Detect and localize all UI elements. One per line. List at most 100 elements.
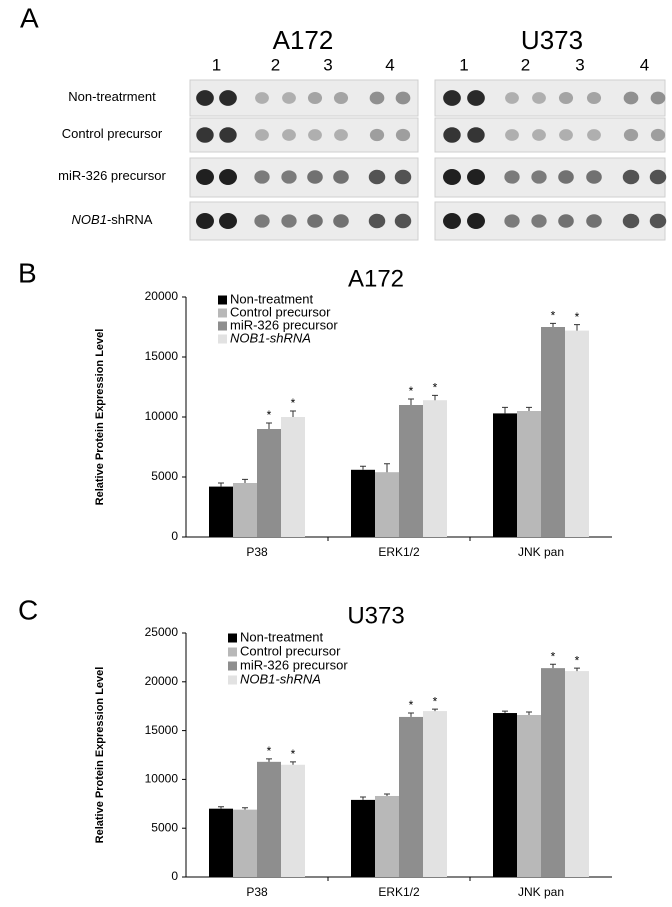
x-tick-label: ERK1/2 [378, 545, 420, 559]
blot-dot [333, 170, 349, 184]
blot-dot [443, 169, 461, 185]
blot-dot [586, 214, 602, 228]
y-tick-label: 20000 [145, 674, 179, 688]
error-bar [384, 463, 390, 473]
significance-mark: * [433, 694, 438, 708]
legend-label: Non-treatment [230, 291, 313, 306]
blot-dot [622, 213, 640, 229]
blot-dot [586, 91, 602, 105]
bar [541, 668, 565, 877]
significance-mark: * [267, 744, 272, 758]
bar [375, 795, 399, 877]
chart-title: U373 [347, 602, 404, 629]
significance-mark: * [575, 653, 580, 667]
blot-dot [622, 169, 640, 185]
error-bar [526, 406, 532, 411]
significance-mark: * [575, 310, 580, 324]
legend-swatch [228, 633, 237, 643]
blot-dot [307, 214, 323, 228]
blot-dot [623, 91, 639, 105]
bar [351, 469, 375, 537]
x-tick-label: JNK pan [518, 885, 564, 899]
blot-dot [369, 128, 385, 142]
lane-label: 4 [640, 55, 649, 74]
bar [423, 711, 447, 877]
row-label: Control precursor [62, 126, 163, 141]
significance-mark: * [291, 747, 296, 761]
bar [375, 472, 399, 537]
error-bar [290, 761, 296, 765]
error-bar [502, 406, 508, 414]
bar [517, 714, 541, 877]
error-bar [432, 708, 438, 712]
blot-dot [504, 170, 520, 184]
blot-dot [307, 91, 323, 105]
bar [257, 761, 281, 877]
blot-dot [281, 170, 297, 184]
error-bar [432, 394, 438, 401]
error-bar [574, 667, 580, 672]
blot-dot [443, 127, 461, 143]
blot-dot [443, 213, 461, 229]
error-bar [242, 478, 248, 483]
blot-dot [559, 129, 573, 141]
blot-dot [558, 170, 574, 184]
panel-label: B [18, 257, 37, 288]
blot-dot [219, 90, 237, 106]
significance-mark: * [291, 396, 296, 410]
error-bar [266, 422, 272, 429]
x-tick-label: ERK1/2 [378, 885, 420, 899]
legend-swatch [218, 334, 227, 344]
blot-dot [532, 92, 546, 104]
lane-label: 1 [459, 55, 468, 74]
legend-label: miR-326 precursor [230, 317, 338, 332]
legend-swatch [218, 308, 227, 318]
error-bar [266, 758, 272, 762]
bar [233, 483, 257, 537]
blot-dot [196, 213, 214, 229]
blot-dot [333, 91, 349, 105]
legend-label: NOB1-shRNA [230, 330, 311, 345]
error-bar [218, 482, 224, 487]
blot-dot [586, 170, 602, 184]
blot-dot [196, 169, 214, 185]
legend-swatch [228, 647, 237, 657]
blot-dot [649, 213, 667, 229]
legend-label: NOB1-shRNA [240, 671, 321, 686]
blot-dot [505, 129, 519, 141]
y-tick-label: 10000 [145, 409, 179, 423]
blot-dot [368, 213, 386, 229]
bar [493, 413, 517, 537]
legend-swatch [218, 295, 227, 305]
y-tick-label: 5000 [151, 820, 178, 834]
blot-dot [281, 214, 297, 228]
blot-dot [219, 127, 237, 143]
legend-label: miR-326 precursor [240, 657, 348, 672]
blot-dot [394, 169, 412, 185]
error-bar [290, 410, 296, 417]
error-bar [408, 712, 414, 717]
row-label-text: miR-326 precursor [58, 168, 166, 183]
bar [517, 411, 541, 537]
error-bar [408, 398, 414, 405]
blot-dot [308, 129, 322, 141]
cell-line: U373 [521, 25, 583, 55]
blot-dot [531, 214, 547, 228]
legend-swatch [228, 675, 237, 685]
blot-dot [196, 90, 214, 106]
y-tick-label: 20000 [145, 289, 179, 303]
blot-dot [282, 129, 296, 141]
x-tick-label: P38 [246, 885, 268, 899]
bar [565, 671, 589, 877]
bar [209, 486, 233, 537]
bar [493, 713, 517, 877]
blot-dot [649, 169, 667, 185]
blot-dot [587, 129, 601, 141]
blot-dot [254, 170, 270, 184]
blot-dot [368, 169, 386, 185]
blot-dot [219, 213, 237, 229]
blot-dot [467, 90, 485, 106]
blot-dot [394, 213, 412, 229]
x-tick-label: P38 [246, 545, 268, 559]
bar [399, 716, 423, 877]
